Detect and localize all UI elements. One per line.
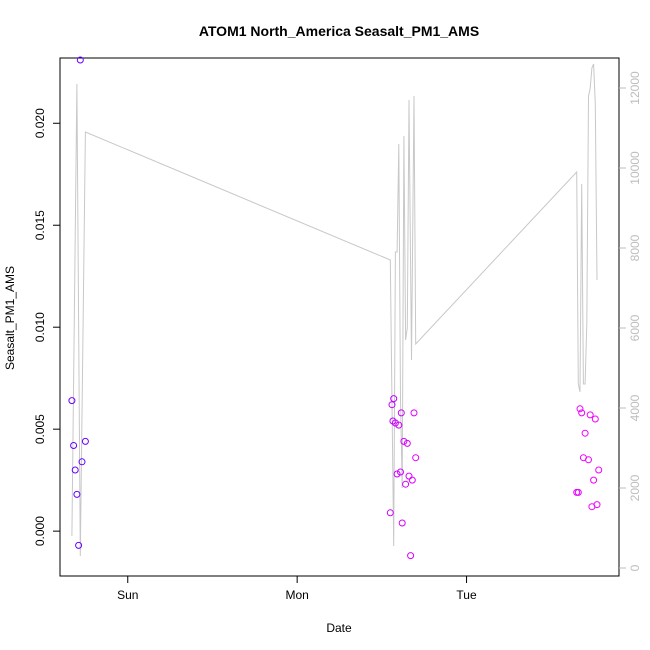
data-point	[390, 395, 398, 403]
y-axis-left: 0.000 0.005 0.010 0.015 0.020	[33, 108, 60, 546]
data-point	[403, 439, 411, 447]
data-point	[395, 421, 403, 429]
data-point	[388, 401, 396, 409]
y-right-tick-label: 0	[628, 564, 642, 571]
data-point	[593, 501, 601, 509]
y-right-tick-label: 12000	[628, 71, 642, 105]
data-point	[578, 409, 586, 417]
data-point	[398, 519, 406, 527]
data-point	[68, 397, 76, 405]
data-point	[81, 437, 89, 445]
y-right-tick-label: 6000	[628, 314, 642, 341]
y-right-tick-label: 8000	[628, 234, 642, 261]
data-point	[591, 415, 599, 423]
y-tick-label: 0.000	[33, 516, 47, 546]
right-axis-line	[71, 63, 598, 557]
data-point	[412, 454, 420, 462]
data-point	[78, 458, 86, 466]
y-right-tick-label: 10000	[628, 151, 642, 185]
data-point	[576, 405, 584, 413]
x-tick-label: Tue	[456, 588, 477, 602]
plot-frame	[59, 57, 620, 577]
data-point	[402, 480, 410, 488]
data-point	[397, 409, 405, 417]
data-point	[386, 509, 394, 517]
data-point	[407, 552, 415, 560]
line-series	[71, 63, 598, 557]
data-point	[585, 456, 592, 464]
data-point	[71, 466, 79, 474]
y-tick-label: 0.020	[33, 108, 47, 138]
data-point	[391, 419, 399, 427]
data-point	[408, 476, 416, 484]
data-point	[595, 466, 603, 474]
data-point	[393, 470, 401, 478]
chart-title: ATOM1 North_America Seasalt_PM1_AMS	[199, 23, 479, 39]
y-tick-label: 0.010	[33, 312, 47, 342]
y-axis-right: 0 2000 4000 6000 8000 10000 12000	[619, 71, 642, 571]
data-point	[586, 411, 594, 419]
x-axis-label: Date	[326, 621, 352, 635]
data-point	[410, 409, 418, 417]
data-point	[405, 472, 413, 480]
data-point	[590, 476, 598, 484]
x-tick-label: Sun	[117, 588, 138, 602]
point-series	[68, 56, 603, 560]
data-point	[75, 541, 83, 549]
y-right-tick-label: 4000	[628, 394, 642, 421]
data-point	[574, 488, 582, 496]
x-axis: Sun Mon Tue	[117, 576, 477, 602]
data-point	[76, 56, 84, 64]
data-point	[581, 429, 589, 437]
y-tick-label: 0.015	[33, 210, 47, 240]
y-tick-label: 0.005	[33, 414, 47, 444]
data-point	[400, 437, 408, 445]
data-point	[397, 468, 404, 476]
data-point	[73, 490, 81, 498]
x-tick-label: Mon	[285, 588, 308, 602]
y-right-tick-label: 2000	[628, 474, 642, 501]
y-axis-label: Seasalt_PM1_AMS	[3, 266, 17, 370]
data-point	[70, 442, 78, 449]
